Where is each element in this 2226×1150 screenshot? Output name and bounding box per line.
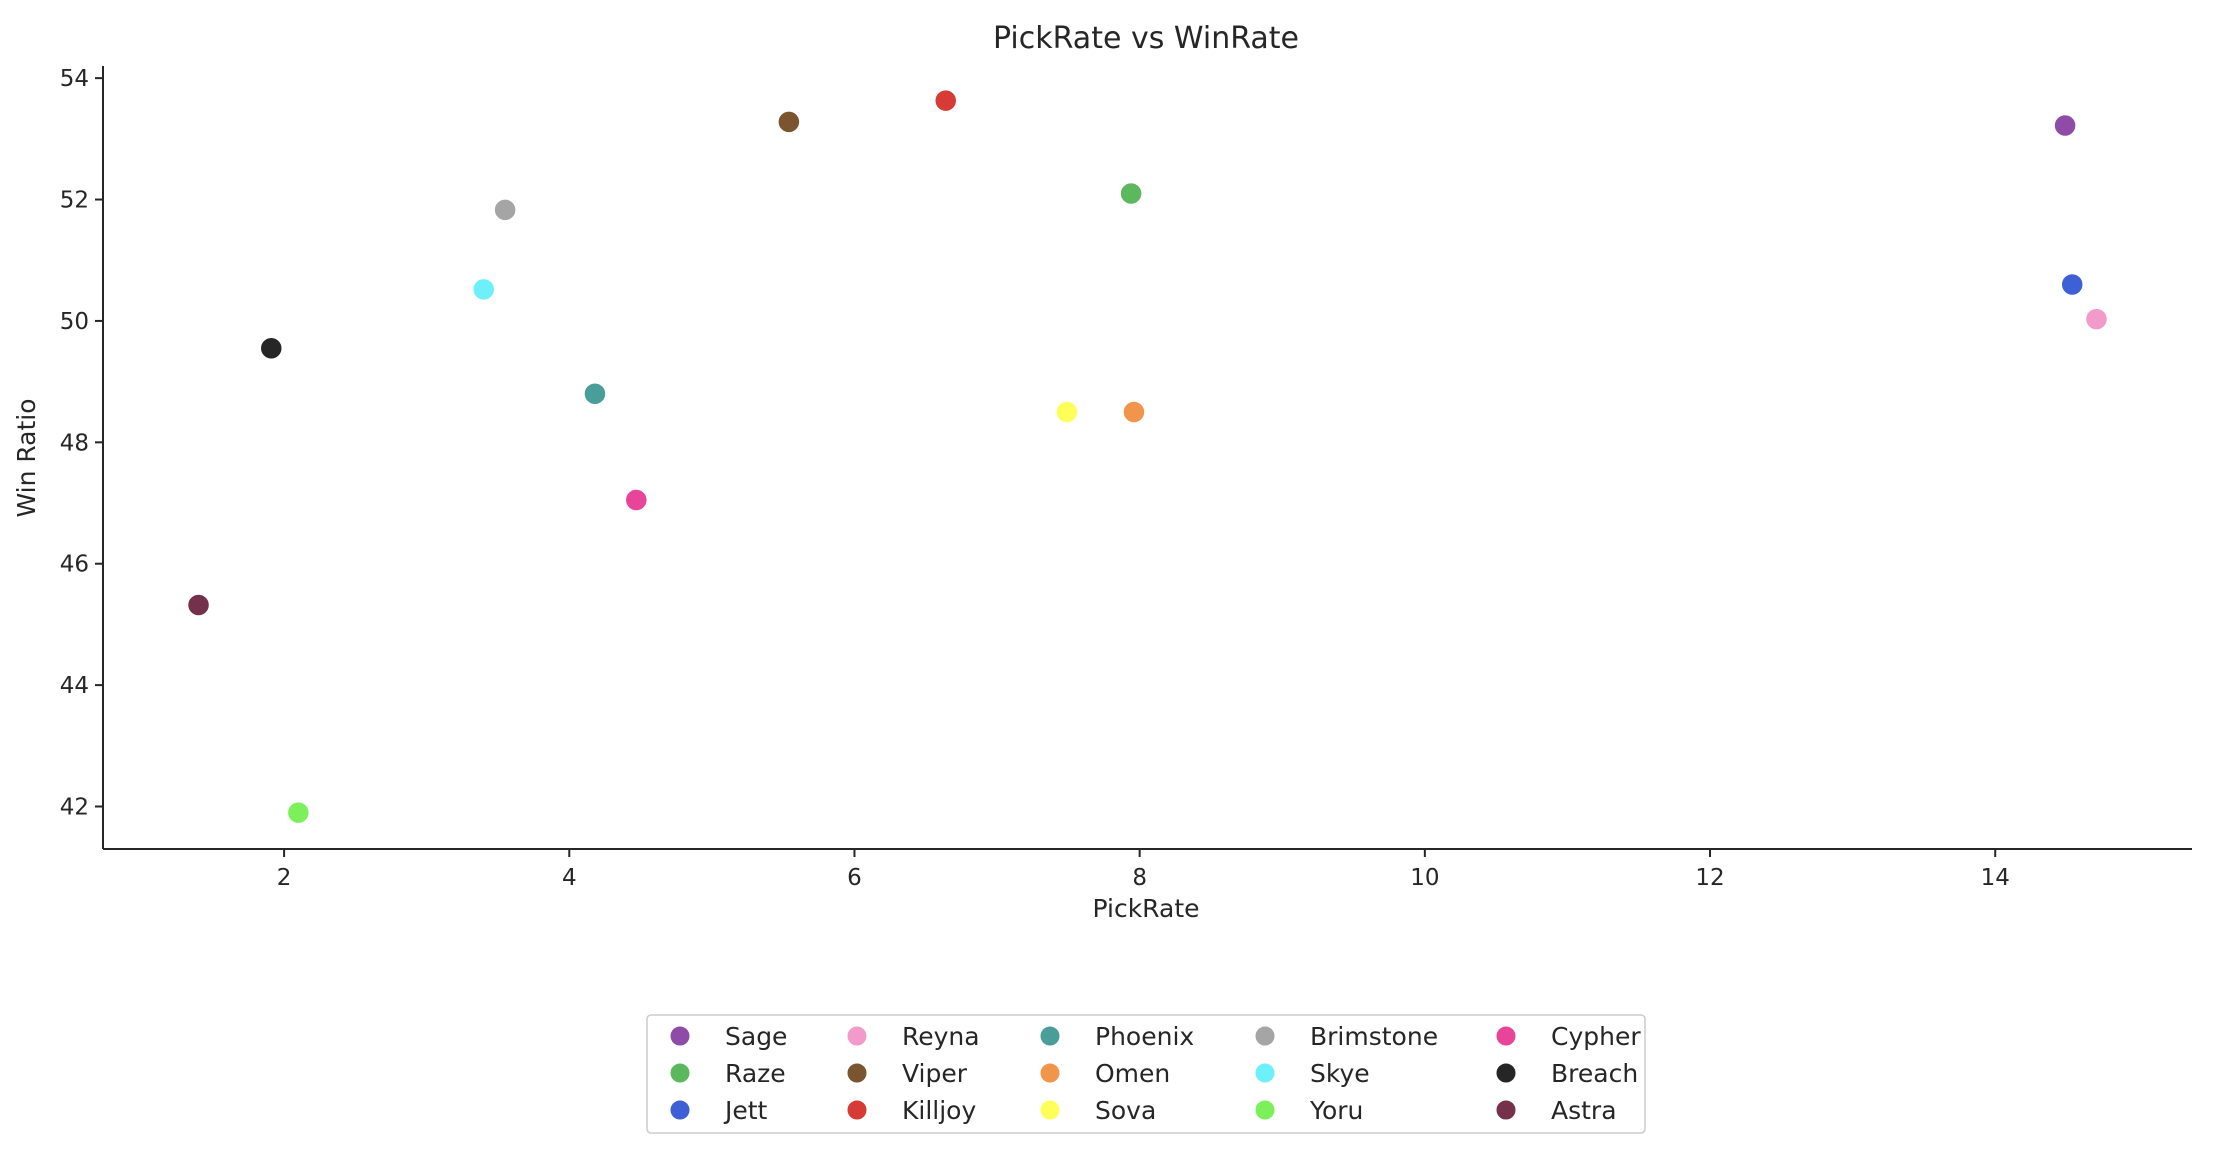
point-yoru (286, 800, 311, 825)
point-sova (1055, 400, 1079, 424)
x-tick-label: 8 (1132, 865, 1147, 891)
legend-label-skye: Skye (1310, 1059, 1370, 1088)
legend-label-brimstone: Brimstone (1310, 1022, 1438, 1051)
point-raze (1119, 181, 1143, 206)
x-tick-label: 12 (1695, 865, 1724, 891)
point-brimstone (493, 198, 517, 222)
legend-label-sage: Sage (725, 1022, 787, 1051)
legend-label-jett: Jett (723, 1096, 768, 1125)
legend-marker-sova (1039, 1099, 1061, 1121)
point-omen (1122, 400, 1146, 424)
legend-label-yoru: Yoru (1309, 1096, 1363, 1125)
x-tick-label: 4 (562, 865, 577, 891)
point-breach (259, 336, 284, 360)
legend-marker-breach (1495, 1062, 1517, 1084)
legend-marker-sage (669, 1025, 691, 1047)
legend-marker-cypher (1495, 1025, 1517, 1047)
legend-marker-killjoy (846, 1099, 868, 1121)
point-skye (471, 277, 496, 302)
x-axis-ticks: 2 4 6 8 10 12 14 (277, 849, 2010, 891)
point-cypher (624, 488, 649, 512)
legend-marker-omen (1039, 1062, 1061, 1084)
y-tick-label: 46 (60, 552, 89, 578)
y-tick-label: 48 (60, 430, 89, 456)
legend-marker-jett (669, 1099, 691, 1121)
point-viper (777, 110, 801, 134)
y-axis-ticks: 42 44 46 48 50 52 54 (60, 66, 103, 821)
y-tick-label: 42 (60, 795, 89, 821)
legend-marker-raze (669, 1062, 691, 1084)
legend-label-sova: Sova (1095, 1096, 1156, 1125)
legend-marker-reyna (846, 1025, 868, 1047)
legend-label-breach: Breach (1551, 1059, 1638, 1088)
legend-label-raze: Raze (725, 1059, 786, 1088)
x-tick-label: 10 (1410, 865, 1439, 891)
point-killjoy (933, 88, 958, 113)
legend-marker-astra (1495, 1099, 1517, 1121)
legend-marker-viper (846, 1062, 868, 1084)
y-axis-label: Win Ratio (12, 398, 41, 517)
legend-marker-skye (1254, 1062, 1276, 1084)
y-tick-label: 50 (60, 309, 89, 335)
point-jett (2060, 272, 2084, 297)
legend-label-killjoy: Killjoy (902, 1096, 976, 1125)
y-tick-label: 52 (60, 188, 89, 214)
point-astra (186, 593, 211, 617)
legend-frame (646, 1014, 1646, 1134)
point-phoenix (583, 382, 607, 406)
y-tick-label: 54 (60, 66, 89, 92)
x-tick-label: 6 (847, 865, 862, 891)
legend-label-phoenix: Phoenix (1095, 1022, 1194, 1051)
point-sage (2053, 113, 2077, 138)
legend-label-viper: Viper (902, 1059, 968, 1088)
x-axis-label: PickRate (1092, 894, 1199, 923)
legend-marker-yoru (1254, 1099, 1276, 1121)
y-tick-label: 44 (60, 673, 89, 699)
point-reyna (2084, 307, 2109, 331)
legend-label-astra: Astra (1551, 1096, 1617, 1125)
legend-label-cypher: Cypher (1551, 1022, 1641, 1051)
legend: Sage Raze Jett Reyna Viper Killjoy Phoenix Omen… (646, 1014, 1646, 1134)
chart-title: PickRate vs WinRate (993, 21, 1299, 56)
legend-label-omen: Omen (1095, 1059, 1170, 1088)
x-tick-label: 14 (1981, 865, 2010, 891)
legend-label-reyna: Reyna (902, 1022, 980, 1051)
plot-area (186, 88, 2109, 825)
x-tick-label: 2 (277, 865, 292, 891)
legend-marker-phoenix (1039, 1025, 1061, 1047)
legend-marker-brimstone (1254, 1025, 1276, 1047)
